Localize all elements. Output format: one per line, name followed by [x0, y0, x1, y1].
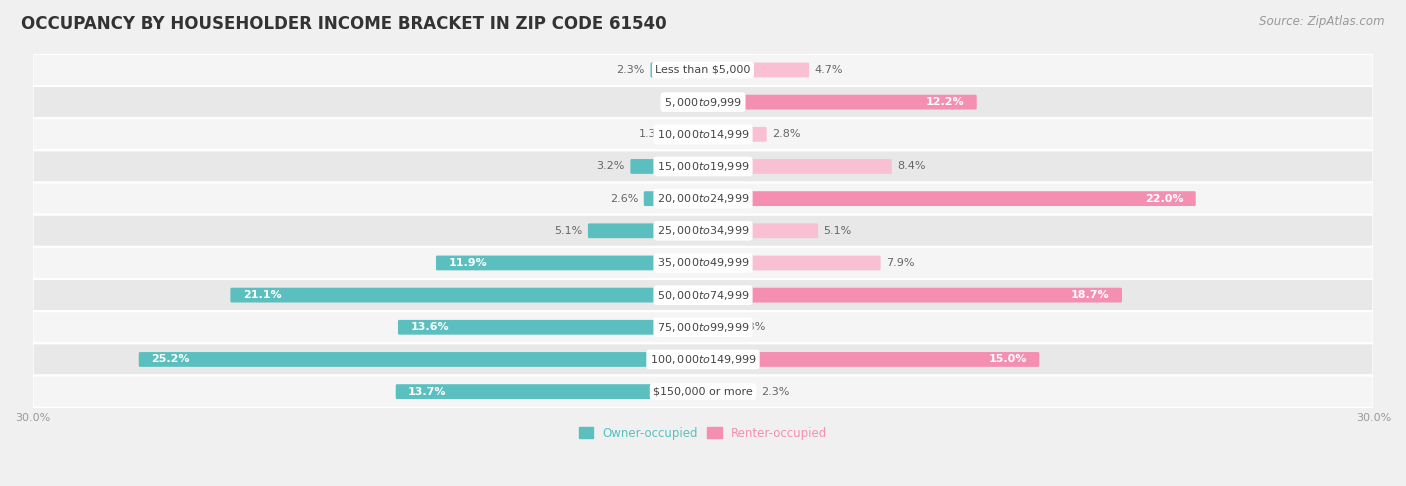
FancyBboxPatch shape	[32, 86, 1374, 118]
Text: $20,000 to $24,999: $20,000 to $24,999	[657, 192, 749, 205]
FancyBboxPatch shape	[702, 384, 755, 399]
Text: 2.6%: 2.6%	[610, 193, 638, 204]
Text: OCCUPANCY BY HOUSEHOLDER INCOME BRACKET IN ZIP CODE 61540: OCCUPANCY BY HOUSEHOLDER INCOME BRACKET …	[21, 15, 666, 33]
Text: $5,000 to $9,999: $5,000 to $9,999	[664, 96, 742, 109]
FancyBboxPatch shape	[702, 159, 891, 174]
FancyBboxPatch shape	[398, 320, 704, 335]
FancyBboxPatch shape	[702, 256, 880, 270]
FancyBboxPatch shape	[630, 159, 704, 174]
Text: 12.2%: 12.2%	[925, 97, 965, 107]
Text: 21.1%: 21.1%	[243, 290, 281, 300]
Legend: Owner-occupied, Renter-occupied: Owner-occupied, Renter-occupied	[574, 422, 832, 444]
Text: $150,000 or more: $150,000 or more	[654, 387, 752, 397]
FancyBboxPatch shape	[32, 150, 1374, 183]
FancyBboxPatch shape	[702, 352, 1039, 367]
FancyBboxPatch shape	[395, 384, 704, 399]
FancyBboxPatch shape	[644, 191, 704, 206]
FancyBboxPatch shape	[702, 127, 766, 142]
FancyBboxPatch shape	[702, 63, 808, 77]
FancyBboxPatch shape	[139, 352, 704, 367]
FancyBboxPatch shape	[702, 288, 1122, 302]
Text: $35,000 to $49,999: $35,000 to $49,999	[657, 257, 749, 269]
FancyBboxPatch shape	[702, 95, 977, 109]
Text: 5.1%: 5.1%	[554, 226, 582, 236]
Text: 4.7%: 4.7%	[814, 65, 844, 75]
FancyBboxPatch shape	[702, 191, 1195, 206]
FancyBboxPatch shape	[32, 215, 1374, 247]
Text: 13.7%: 13.7%	[408, 387, 447, 397]
Text: $75,000 to $99,999: $75,000 to $99,999	[657, 321, 749, 334]
Text: $100,000 to $149,999: $100,000 to $149,999	[650, 353, 756, 366]
FancyBboxPatch shape	[32, 183, 1374, 215]
Text: 1.3%: 1.3%	[638, 129, 668, 139]
Text: 18.7%: 18.7%	[1071, 290, 1109, 300]
Text: Source: ZipAtlas.com: Source: ZipAtlas.com	[1260, 15, 1385, 28]
FancyBboxPatch shape	[702, 224, 818, 238]
Text: 11.9%: 11.9%	[449, 258, 486, 268]
FancyBboxPatch shape	[32, 247, 1374, 279]
Text: $15,000 to $19,999: $15,000 to $19,999	[657, 160, 749, 173]
Text: 13.6%: 13.6%	[411, 322, 449, 332]
FancyBboxPatch shape	[651, 63, 704, 77]
FancyBboxPatch shape	[231, 288, 704, 302]
FancyBboxPatch shape	[32, 344, 1374, 376]
FancyBboxPatch shape	[702, 320, 725, 335]
Text: 15.0%: 15.0%	[988, 354, 1026, 364]
Text: Less than $5,000: Less than $5,000	[655, 65, 751, 75]
FancyBboxPatch shape	[32, 279, 1374, 311]
Text: 3.2%: 3.2%	[596, 161, 624, 172]
FancyBboxPatch shape	[32, 54, 1374, 86]
Text: 0.0%: 0.0%	[668, 97, 696, 107]
Text: 8.4%: 8.4%	[897, 161, 927, 172]
Text: 25.2%: 25.2%	[150, 354, 190, 364]
Text: 5.1%: 5.1%	[824, 226, 852, 236]
Text: 7.9%: 7.9%	[886, 258, 915, 268]
FancyBboxPatch shape	[673, 127, 704, 142]
Text: 2.3%: 2.3%	[761, 387, 790, 397]
FancyBboxPatch shape	[32, 311, 1374, 344]
Text: $50,000 to $74,999: $50,000 to $74,999	[657, 289, 749, 302]
Text: 2.8%: 2.8%	[772, 129, 801, 139]
Text: 0.93%: 0.93%	[731, 322, 766, 332]
Text: 22.0%: 22.0%	[1144, 193, 1184, 204]
Text: $25,000 to $34,999: $25,000 to $34,999	[657, 224, 749, 237]
Text: $10,000 to $14,999: $10,000 to $14,999	[657, 128, 749, 141]
FancyBboxPatch shape	[32, 376, 1374, 408]
FancyBboxPatch shape	[436, 256, 704, 270]
Text: 2.3%: 2.3%	[616, 65, 645, 75]
FancyBboxPatch shape	[588, 224, 704, 238]
FancyBboxPatch shape	[32, 118, 1374, 150]
